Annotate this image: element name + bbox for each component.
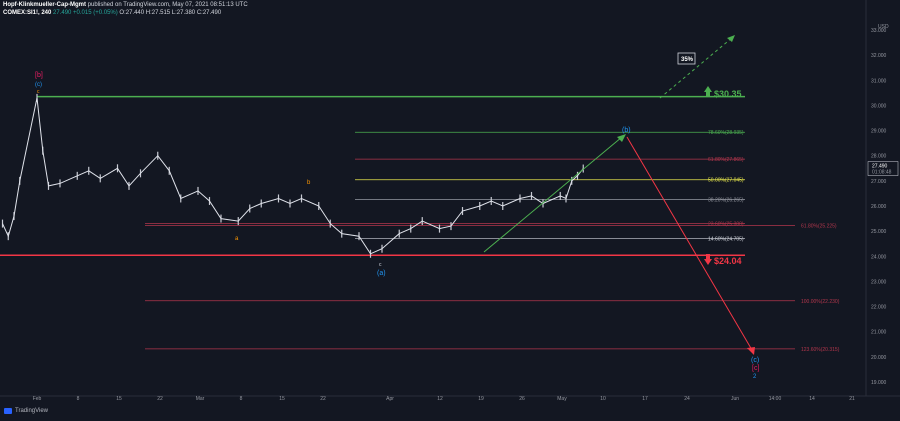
x-tick-label: 15 <box>116 396 122 402</box>
x-tick-label: 26 <box>519 396 525 402</box>
wave-label-c-small-top: c <box>37 89 40 95</box>
wave-label-b-small: b <box>307 180 311 186</box>
price-badge-value: 27.490 <box>872 164 888 170</box>
wave-label-a-small: a <box>235 236 239 242</box>
wave-label-c-bracket: [c] <box>752 365 759 372</box>
y-tick-label: 19.000 <box>871 380 887 386</box>
wave-b-arrowhead <box>617 134 626 142</box>
y-tick-label: 26.000 <box>871 204 887 210</box>
key-level-label-30-35: $30.35 <box>714 89 742 99</box>
x-tick-label: 12 <box>437 396 443 402</box>
wave-label-c-paren: (c) <box>751 357 759 364</box>
published-text: published on TradingView.com, May 07, 20… <box>87 2 248 8</box>
wave-label-c-top: (c) <box>35 82 42 88</box>
y-tick-label: 33.000 <box>871 28 887 34</box>
tradingview-logo-icon <box>4 408 12 414</box>
wave-label-b-paren: (b) <box>622 127 631 134</box>
x-tick-label: 19 <box>478 396 484 402</box>
change-text: 27.490 +0.015 (+0.05%) <box>53 10 118 16</box>
y-currency-label: USD <box>878 24 889 30</box>
up-arrow-stem <box>706 91 710 97</box>
down-arrow-icon <box>704 259 712 265</box>
chart-header: Hopf-Klinkmueller-Cap-Mgmt published on … <box>3 1 883 17</box>
wave-b-up-arrow <box>483 136 623 253</box>
y-tick-label: 21.000 <box>871 330 887 336</box>
fib-level-label: 14.60%(24.705) <box>708 237 744 243</box>
x-tick-label: 10 <box>600 396 606 402</box>
y-tick-label: 25.000 <box>871 229 887 235</box>
footer-brand[interactable]: TradingView <box>4 408 48 414</box>
wave-c-down-arrow <box>626 136 753 351</box>
y-tick-label: 24.000 <box>871 254 887 260</box>
y-tick-label: 29.000 <box>871 129 887 135</box>
down-arrow-stem <box>706 254 710 260</box>
y-tick-label: 20.000 <box>871 355 887 361</box>
x-tick-label: May <box>557 396 567 402</box>
y-tick-label: 31.000 <box>871 78 887 84</box>
footer-brand-label: TradingView <box>15 408 49 414</box>
wave-c-arrowhead <box>747 347 755 355</box>
fib-level-label: 23.60%(25.300) <box>708 222 744 228</box>
fib-level-label: 78.60%(28.935) <box>708 130 744 136</box>
wave-label-two: 2 <box>753 374 757 380</box>
x-tick-label: 15 <box>279 396 285 402</box>
wave-label-c-small-bottom: c <box>379 262 382 268</box>
fib-level-label: 38.20%(26.265) <box>708 197 744 203</box>
fib-level-label: 61.80%(25.225) <box>801 223 837 229</box>
fib-level-label: 123.60%(20.315) <box>801 347 840 353</box>
wave-label-b-bracket: [b] <box>35 72 43 79</box>
y-tick-label: 23.000 <box>871 279 887 285</box>
dashed-arrowhead <box>727 35 735 42</box>
x-tick-label: Feb <box>33 396 42 402</box>
pct-box <box>677 52 696 65</box>
x-tick-label: 24 <box>684 396 690 402</box>
x-tick-label: 21 <box>849 396 855 402</box>
y-tick-label: 30.000 <box>871 103 887 109</box>
x-tick-label: 8 <box>240 396 243 402</box>
x-tick-label: 22 <box>157 396 163 402</box>
x-tick-label: Apr <box>386 396 394 402</box>
publisher-name[interactable]: Hopf-Klinkmueller-Cap-Mgmt <box>3 2 86 8</box>
up-arrow-icon <box>704 86 712 92</box>
symbol-label[interactable]: COMEX:SI1!, 240 <box>3 10 52 16</box>
price-line <box>2 97 584 255</box>
fib-level-label: 50.00%(27.045) <box>708 178 744 184</box>
x-tick-label: Mar <box>196 396 205 402</box>
x-tick-label: 14:00 <box>769 396 782 402</box>
dashed-target-arrow <box>659 36 734 99</box>
pct-label: 35% <box>681 57 694 63</box>
key-level-label-24-04: $24.04 <box>714 256 742 266</box>
price-badge <box>867 161 899 176</box>
y-tick-label: 28.000 <box>871 154 887 160</box>
fib-level-label: 61.80%(27.865) <box>708 157 744 163</box>
price-badge-time: 01:08:48 <box>872 170 892 176</box>
x-tick-label: 17 <box>642 396 648 402</box>
x-tick-label: 14 <box>809 396 815 402</box>
x-tick-label: 22 <box>320 396 326 402</box>
x-tick-label: Jun <box>731 396 739 402</box>
x-tick-label: 8 <box>77 396 80 402</box>
y-tick-label: 22.000 <box>871 305 887 311</box>
ohlc-text: O:27.440 H:27.515 L:27.380 C:27.490 <box>119 10 222 16</box>
y-tick-label: 27.000 <box>871 179 887 185</box>
wave-label-a-paren: (a) <box>377 270 386 277</box>
fib-level-label: 100.00%(22.230) <box>801 299 840 305</box>
y-tick-label: 32.000 <box>871 53 887 59</box>
